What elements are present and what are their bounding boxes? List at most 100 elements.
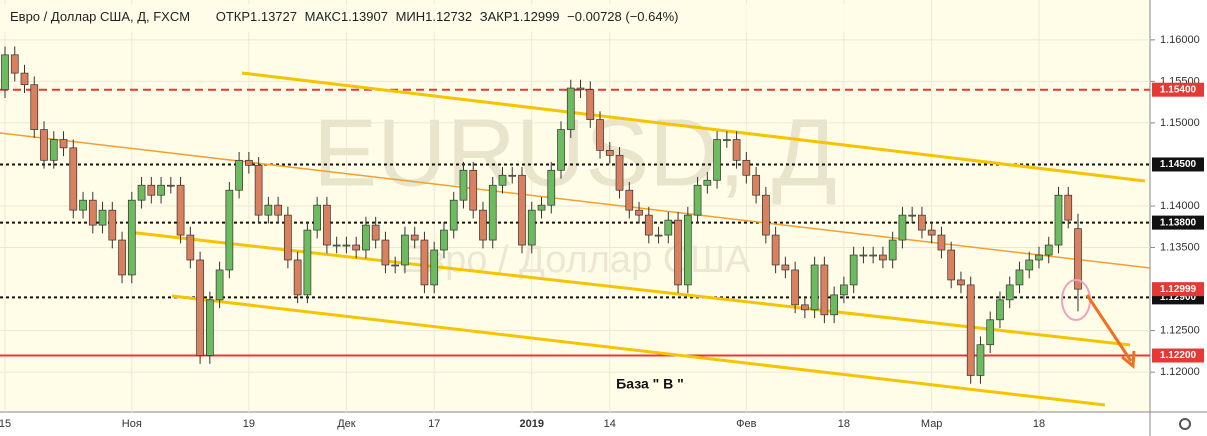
candle-body xyxy=(20,72,29,86)
candle-body xyxy=(430,249,439,286)
forecast-arrowhead xyxy=(1121,350,1136,370)
forecast-arrow xyxy=(1085,294,1133,362)
x-tick-label: 17 xyxy=(428,418,440,430)
candle-body xyxy=(420,239,429,286)
candle-body xyxy=(664,219,673,236)
last-price-label: 1.12999 xyxy=(1160,284,1197,295)
candle-body xyxy=(157,184,165,196)
candle-body xyxy=(966,284,975,376)
watermark: EURUSD, Д xyxy=(313,99,837,206)
candle-body xyxy=(752,174,760,196)
candle-body xyxy=(625,189,634,211)
candle-body xyxy=(166,184,175,187)
candle-body xyxy=(205,299,214,356)
candle-body xyxy=(996,299,1004,321)
ohlc-value: 1.13907 xyxy=(341,9,388,24)
candle-body xyxy=(635,209,643,216)
candle-body xyxy=(947,249,956,281)
candle-body xyxy=(888,239,897,261)
candle-body xyxy=(527,209,536,246)
candle-body xyxy=(59,139,68,149)
level-tag xyxy=(1152,82,1204,97)
candle-body xyxy=(342,244,351,247)
candle-body xyxy=(79,199,87,211)
candle-body xyxy=(693,184,702,216)
candle-body xyxy=(254,164,263,216)
candle-body xyxy=(918,214,926,231)
candle-body xyxy=(313,204,321,231)
annotation: База " В " xyxy=(616,376,684,392)
candle-body xyxy=(401,234,409,266)
candle-body xyxy=(303,229,312,296)
y-tick-label: 1.16000 xyxy=(1160,34,1200,46)
candle-body xyxy=(88,199,97,226)
candle-body xyxy=(566,87,575,130)
candle-body xyxy=(381,239,390,266)
settings-gear[interactable] xyxy=(1179,418,1191,430)
candle-body xyxy=(1025,259,1034,271)
candle-body xyxy=(479,209,487,241)
candle-body xyxy=(1064,194,1073,221)
x-tick-label: 18 xyxy=(1033,418,1045,430)
candle-body xyxy=(108,209,117,241)
candle-body xyxy=(576,87,585,91)
candle-body xyxy=(732,139,741,161)
candle-body xyxy=(274,204,282,216)
candle-body xyxy=(1,54,9,91)
candle-body xyxy=(137,184,146,201)
candle-body xyxy=(596,119,604,151)
ohlc-value: 1.13727 xyxy=(250,9,297,24)
candle-body xyxy=(840,284,848,296)
candle-body xyxy=(557,129,565,171)
candle-body xyxy=(127,199,136,276)
candle-body xyxy=(879,254,887,261)
x-tick-label: 18 xyxy=(838,418,850,430)
level-tag xyxy=(1152,157,1204,172)
x-tick-label: 14 xyxy=(604,418,616,430)
candle-body xyxy=(371,224,380,241)
candle-body xyxy=(644,214,653,236)
level-label: 1.12900 xyxy=(1160,292,1197,303)
candle-body xyxy=(869,254,878,257)
ohlc-label: МИН xyxy=(396,9,426,24)
last-price-tag xyxy=(1152,282,1204,297)
candle-body xyxy=(615,154,624,191)
candle-body xyxy=(391,264,400,267)
levels xyxy=(0,88,1150,357)
candle-body xyxy=(459,169,468,201)
candle-body xyxy=(196,259,204,356)
candle-body xyxy=(537,204,546,211)
candle-body xyxy=(654,234,663,237)
axes: 1.160001.155001.150001.140001.135001.125… xyxy=(0,34,1204,430)
candle-body xyxy=(118,239,126,276)
trend-line xyxy=(0,132,1151,269)
candle-body xyxy=(176,184,185,236)
candle-body xyxy=(508,174,517,177)
candle-body xyxy=(937,234,946,251)
settings-icon[interactable] xyxy=(1179,418,1191,430)
candle-body xyxy=(703,179,712,186)
candle-body xyxy=(449,199,458,231)
y-tick-label: 1.14000 xyxy=(1160,200,1200,212)
candle-body xyxy=(49,139,58,161)
trend-line xyxy=(171,294,1106,407)
candle-body xyxy=(859,254,868,257)
x-tick-label: Фев xyxy=(736,418,756,430)
candle-body xyxy=(898,214,907,241)
symbol: Евро / Доллар США, Д, FXCM xyxy=(10,9,190,24)
level-label: 1.15400 xyxy=(1160,84,1197,95)
x-tick-label: Мар xyxy=(921,418,943,430)
candle-body xyxy=(986,319,995,346)
candle-body xyxy=(722,139,731,141)
candle-body xyxy=(771,234,780,266)
candle-body xyxy=(849,254,858,286)
candle-body xyxy=(30,84,39,130)
candle-body xyxy=(927,229,936,236)
y-tick-label: 1.12000 xyxy=(1160,366,1200,378)
x-tick-label: 15 xyxy=(0,418,11,430)
level-label: 1.13800 xyxy=(1160,217,1197,228)
candle-body xyxy=(332,244,341,247)
trend-lines xyxy=(0,71,1151,407)
candle-body xyxy=(908,214,917,217)
